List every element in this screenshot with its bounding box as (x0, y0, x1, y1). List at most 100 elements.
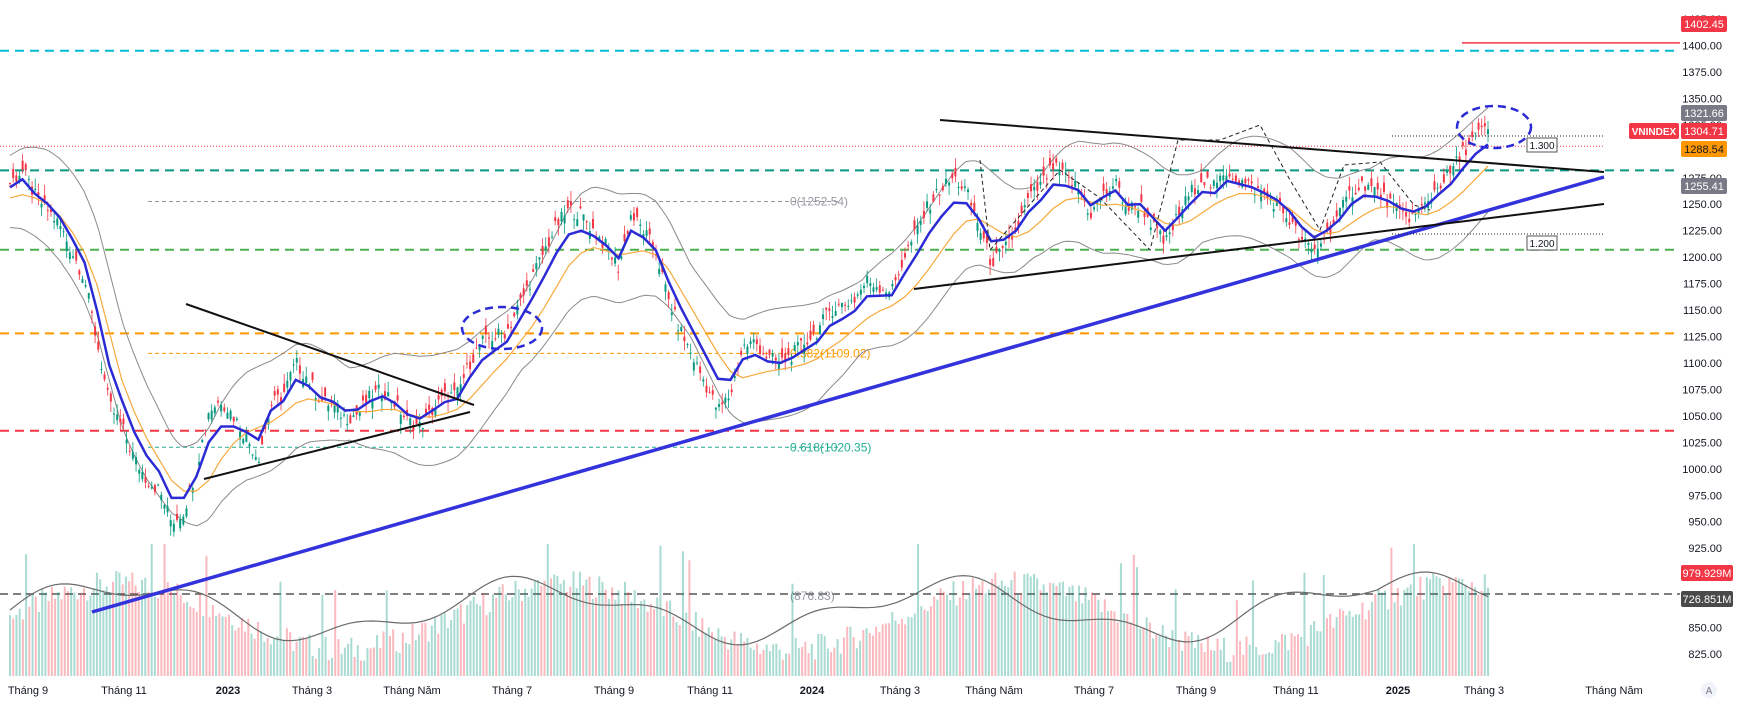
volume-bar (273, 638, 276, 676)
candle-body (1165, 235, 1168, 237)
volume-bar (946, 594, 949, 676)
candle-body (450, 392, 453, 394)
candle-body (97, 341, 100, 350)
volume-bar (388, 635, 391, 676)
candle-body (412, 424, 415, 431)
candle-body (664, 284, 667, 292)
candle-body (1045, 178, 1048, 180)
candle-body (544, 246, 547, 250)
volume-bar (1155, 634, 1158, 676)
volume-bar (933, 596, 936, 676)
volume-bar (717, 628, 720, 676)
candle-body (982, 231, 985, 239)
candle-body (81, 278, 84, 284)
volume-bar (1380, 592, 1383, 676)
volume-bar (691, 630, 694, 676)
price-label-text: 1288.54 (1684, 144, 1724, 156)
volume-bar (1412, 544, 1415, 676)
volume-bar (1113, 611, 1116, 676)
volume-bar (395, 651, 398, 676)
candle-body (56, 218, 59, 226)
blue-long-trendline (91, 175, 1605, 614)
volume-bar (1313, 621, 1316, 676)
volume-bar (434, 617, 437, 676)
candle-body (1171, 222, 1174, 231)
volume-bar (1148, 622, 1151, 676)
candle-body (106, 387, 109, 390)
candle-body (746, 346, 749, 354)
candle-body (292, 364, 295, 366)
volume-bar (707, 627, 710, 676)
candle-body (119, 418, 122, 423)
volume-bar (105, 586, 108, 676)
volume-bar (421, 623, 424, 676)
volume-bar (485, 615, 488, 676)
volume-bar (337, 639, 340, 676)
candle-body (1433, 181, 1436, 190)
candle-body (75, 251, 78, 261)
candle-body (771, 353, 774, 357)
candle-body (232, 416, 235, 422)
candle-body (626, 231, 629, 234)
volume-bar (1371, 601, 1374, 676)
candle-body (582, 214, 585, 221)
volume-bar (166, 582, 169, 676)
volume-bar (1145, 617, 1148, 676)
volume-bar (662, 616, 665, 676)
candle-body (557, 219, 560, 226)
volume-bar (1045, 592, 1048, 676)
candle-body (790, 361, 793, 365)
volume-bar (617, 590, 620, 676)
y-tick-label: 1350.00 (1682, 93, 1722, 105)
candle-body (497, 328, 500, 335)
volume-bar (917, 544, 920, 676)
volume-bar (888, 623, 891, 676)
volume-bar (1126, 613, 1129, 676)
candle-body (1064, 172, 1067, 174)
volume-bar (833, 647, 836, 676)
volume-bar (1097, 599, 1100, 676)
candle-body (1121, 202, 1124, 204)
candle-body (806, 342, 809, 345)
candle-body (1360, 176, 1363, 181)
candle-body (84, 285, 87, 287)
volume-bar (601, 581, 604, 676)
volume-bar (1116, 622, 1119, 676)
volume-bar (1158, 636, 1161, 676)
volume-bar (47, 601, 50, 676)
volume-bar (437, 633, 440, 676)
volume-bar (701, 618, 704, 676)
candle-body (1256, 186, 1259, 188)
volume-bar (372, 647, 375, 676)
candle-body (21, 160, 24, 171)
volume-bar (1103, 599, 1106, 676)
candle-body (100, 368, 103, 370)
volume-bar (1245, 636, 1248, 676)
candle-body (727, 398, 730, 401)
volume-bar (926, 611, 929, 676)
volume-bar (1049, 582, 1052, 676)
x-tick-label: Tháng 7 (1074, 685, 1114, 697)
volume-bar (636, 608, 639, 676)
x-tick-label: 2023 (216, 685, 240, 697)
volume-bar (1068, 587, 1071, 676)
volume-bar (430, 625, 433, 676)
candle-body (166, 506, 169, 513)
volume-bar (884, 623, 887, 676)
volume-bar (1268, 652, 1271, 676)
volume-bar (852, 637, 855, 676)
candle-body (1244, 178, 1247, 184)
volume-bar (549, 578, 552, 676)
candle-body (711, 390, 714, 395)
volume-bar (517, 589, 520, 676)
candle-body (1348, 185, 1351, 191)
candle-body (1405, 211, 1408, 217)
candle-body (989, 259, 992, 266)
candle-body (1326, 222, 1329, 230)
candle-body (494, 338, 497, 340)
volume-bar (659, 545, 662, 676)
volume-bar (1261, 654, 1264, 676)
trendlines (91, 119, 1605, 614)
